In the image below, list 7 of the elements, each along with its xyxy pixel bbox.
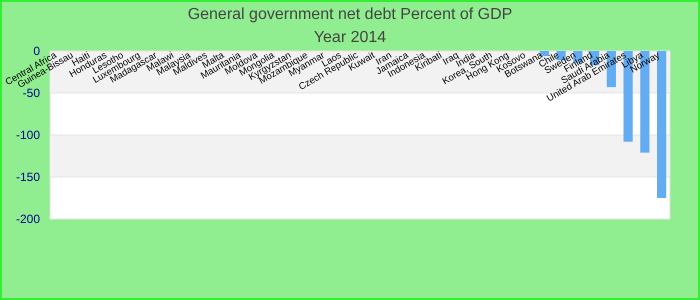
y-tick-label: -150 (16, 170, 40, 184)
y-tick-label: -50 (22, 86, 40, 100)
chart-title: General government net debt Percent of GDP (188, 6, 512, 23)
chart-subtitle: Year 2014 (314, 29, 386, 46)
y-tick-label: 0 (33, 44, 40, 58)
y-tick-label: -100 (16, 128, 40, 142)
y-tick-label: -200 (16, 212, 40, 226)
